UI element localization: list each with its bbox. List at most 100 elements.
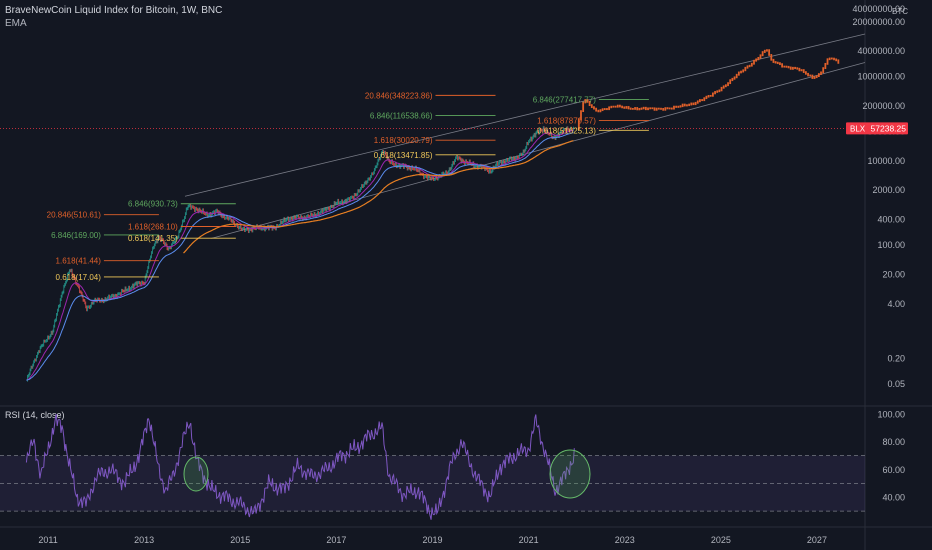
projection-bar bbox=[828, 57, 831, 61]
projection-bar bbox=[794, 66, 796, 70]
projection-bar bbox=[774, 61, 777, 64]
projection-bar bbox=[826, 58, 829, 65]
projection-bar bbox=[800, 69, 803, 72]
fib-level-label: 1.618(41.44) bbox=[56, 257, 102, 266]
channel-lower-line bbox=[211, 62, 866, 239]
ema-mid-line bbox=[26, 132, 574, 381]
rsi-tick-label: 40.00 bbox=[882, 493, 905, 503]
projection-bar bbox=[668, 107, 671, 110]
projection-bar bbox=[830, 57, 833, 60]
projection-bar bbox=[599, 109, 602, 113]
projection-bar bbox=[577, 118, 580, 131]
projection-bar bbox=[638, 108, 641, 111]
projection-bar bbox=[649, 107, 652, 110]
projection-bar bbox=[809, 74, 812, 77]
projection-bar bbox=[623, 106, 626, 109]
projection-bar bbox=[757, 56, 760, 61]
projection-bar bbox=[779, 62, 781, 66]
projection-bar bbox=[813, 76, 816, 79]
fib-level-label: 1.618(30020.79) bbox=[374, 136, 433, 145]
projection-bar bbox=[597, 109, 600, 113]
projection-bar bbox=[718, 89, 721, 93]
projection-bar bbox=[651, 107, 654, 110]
projection-bar bbox=[660, 107, 662, 110]
projection-bar bbox=[601, 108, 604, 112]
price-unit-label: BTC bbox=[892, 7, 908, 16]
rsi-highlight-circle bbox=[183, 456, 209, 492]
projection-bar bbox=[796, 67, 799, 70]
projection-bar bbox=[640, 107, 643, 110]
current-price-tag bbox=[846, 122, 908, 135]
projection-bar bbox=[733, 76, 736, 80]
projection-bar bbox=[647, 107, 649, 111]
projection-bar bbox=[701, 99, 703, 102]
projection-bar bbox=[712, 92, 714, 97]
projection-bar bbox=[709, 94, 712, 97]
price-tick-label: 0.20 bbox=[887, 354, 905, 364]
projection-bar bbox=[673, 105, 675, 110]
projection-bar bbox=[768, 49, 771, 56]
rsi-highlight-circle bbox=[549, 449, 591, 499]
price-tick-label: 100.00 bbox=[877, 240, 905, 250]
fib-level-label: 0.618(17.04) bbox=[56, 273, 102, 282]
current-price-value: 57238.25 bbox=[871, 123, 907, 133]
price-tick-label: 2000.00 bbox=[872, 185, 905, 195]
projection-bar bbox=[727, 82, 729, 87]
time-tick-label: 2017 bbox=[326, 535, 346, 545]
projection-bar bbox=[625, 106, 628, 109]
projection-bar bbox=[614, 105, 617, 108]
time-tick-label: 2023 bbox=[615, 535, 635, 545]
projection-bar bbox=[582, 101, 585, 113]
projection-bar bbox=[792, 66, 794, 70]
time-tick-label: 2021 bbox=[519, 535, 539, 545]
rsi-band bbox=[0, 455, 865, 512]
projection-bar bbox=[703, 97, 706, 102]
projection-bar bbox=[807, 72, 809, 77]
projection-bar bbox=[729, 79, 732, 85]
fib-level-label: 6.846(169.00) bbox=[51, 231, 101, 240]
projection-bar bbox=[586, 99, 589, 103]
projection-bar bbox=[679, 105, 682, 108]
rsi-tick-label: 100.00 bbox=[877, 409, 905, 419]
projection-bar bbox=[675, 105, 678, 108]
projection-bar bbox=[822, 67, 825, 74]
projection-bar bbox=[740, 70, 742, 74]
projection-bar bbox=[789, 66, 792, 70]
projection-bar bbox=[694, 101, 697, 106]
fib-level-label: 6.846(930.73) bbox=[128, 200, 178, 209]
projection-bar bbox=[664, 107, 667, 111]
projection-bar bbox=[595, 107, 598, 112]
fib-level-label: 1.618(87879.57) bbox=[537, 117, 596, 126]
price-tick-label: 4000000.00 bbox=[857, 46, 905, 56]
projection-bar bbox=[705, 95, 708, 100]
projection-bar bbox=[606, 108, 608, 111]
fib-level-label: 6.846(277417.77) bbox=[533, 96, 597, 105]
price-tick-label: 10000.00 bbox=[867, 156, 905, 166]
projection-bar bbox=[603, 108, 606, 111]
price-tick-label: 0.05 bbox=[887, 379, 905, 389]
projection-bar bbox=[593, 106, 595, 110]
time-tick-label: 2025 bbox=[711, 535, 731, 545]
projection-bar bbox=[770, 54, 773, 61]
projection-bar bbox=[811, 74, 814, 79]
projection-bar bbox=[763, 49, 766, 53]
projection-bar bbox=[802, 69, 805, 73]
projection-bar bbox=[837, 59, 840, 64]
rsi-tick-label: 80.00 bbox=[882, 437, 905, 447]
projection-bar bbox=[642, 106, 645, 110]
time-tick-label: 2015 bbox=[230, 535, 250, 545]
price-tick-label: 200000.00 bbox=[862, 101, 905, 111]
price-tick-label: 400.00 bbox=[877, 215, 905, 225]
projection-bar bbox=[653, 107, 656, 111]
projection-bar bbox=[753, 59, 755, 65]
projection-bar bbox=[696, 100, 699, 104]
fib-level-label: 6.846(116538.66) bbox=[370, 111, 433, 120]
projection-bar bbox=[772, 58, 775, 63]
projection-bar bbox=[677, 105, 680, 108]
chart-title: BraveNewCoin Liquid Index for Bitcoin, 1… bbox=[5, 5, 223, 16]
projection-bar bbox=[590, 104, 593, 109]
ema-indicator-label[interactable]: EMA bbox=[5, 18, 27, 29]
projection-bar bbox=[820, 71, 822, 75]
